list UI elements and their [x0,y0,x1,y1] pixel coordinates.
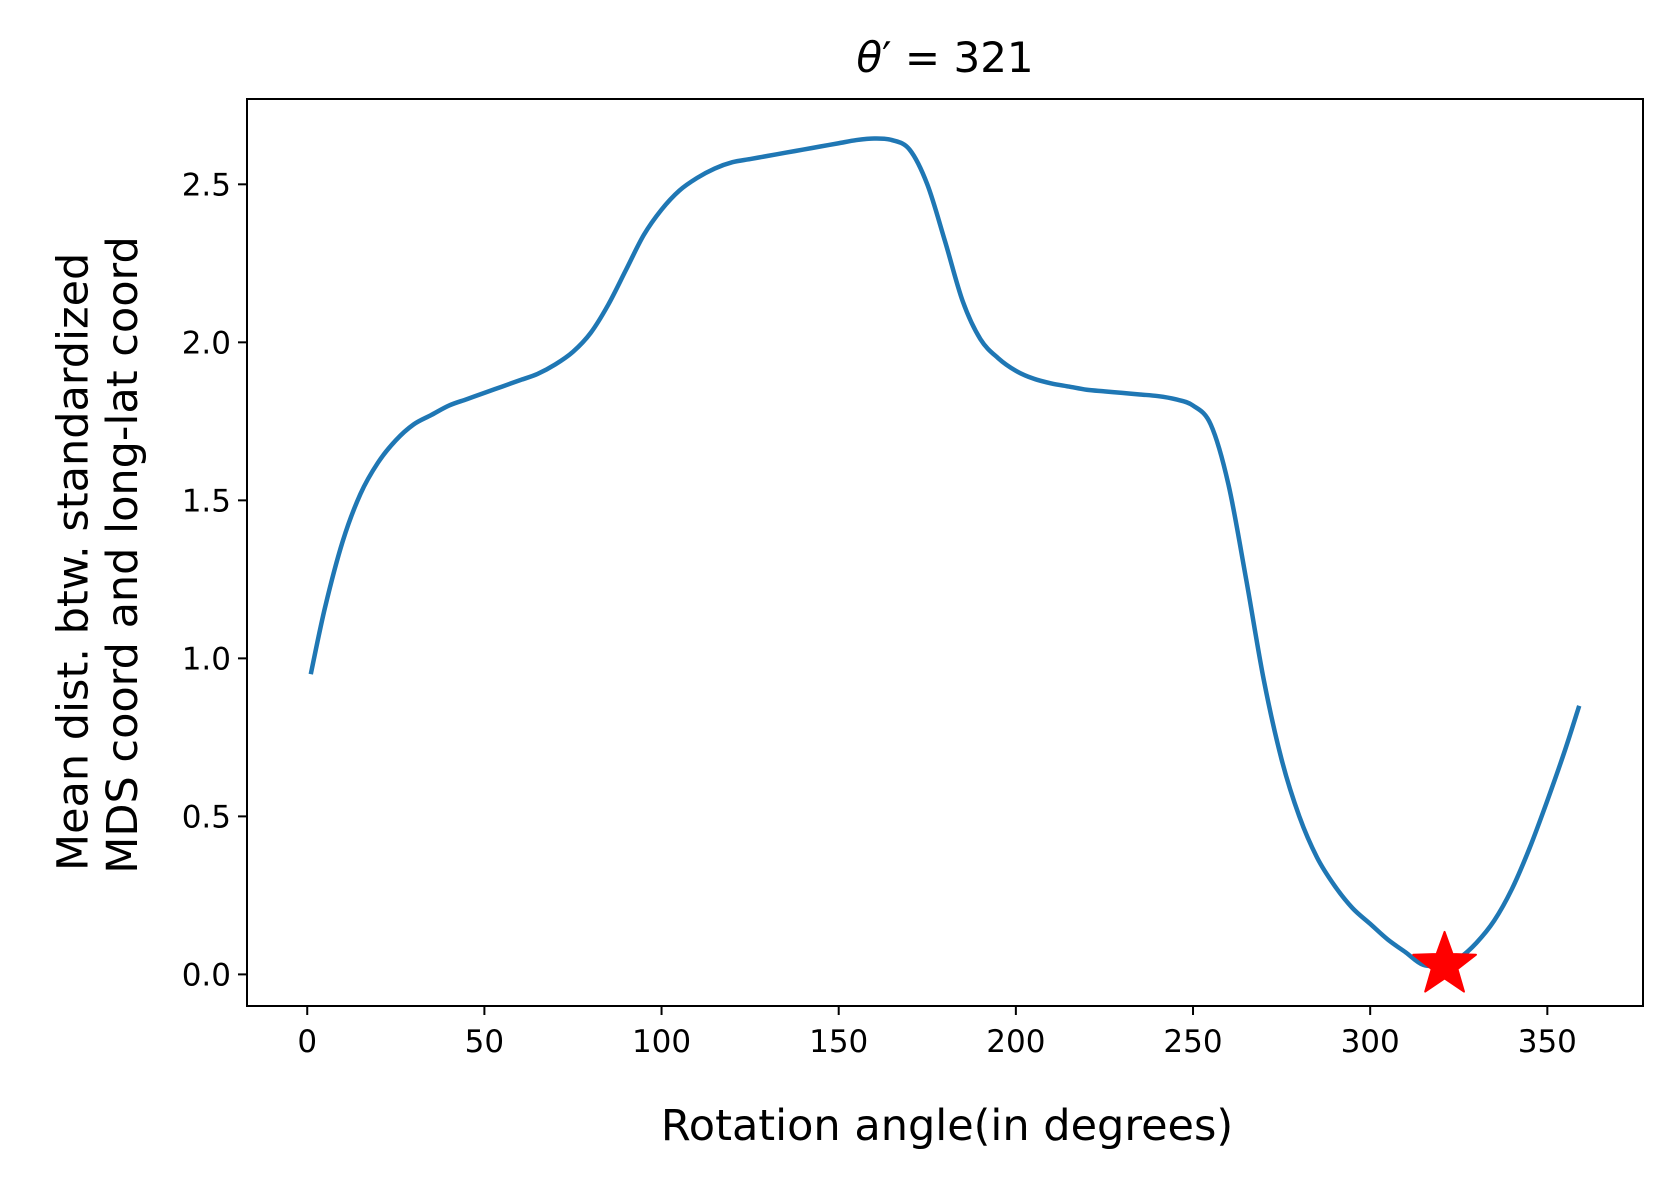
plot-area: 0 50 100 150 200 250 300 350 0.0 0.5 1.0 1.5 2.0 2.5 [182,98,1644,1060]
x-axis-label: Rotation angle(in degrees) [661,1101,1233,1151]
y-axis-label-line-1: Mean dist. btw. standardized [49,253,99,871]
x-tick-label: 50 [465,1024,504,1060]
y-tick-label: 2.0 [182,325,231,361]
y-axis-label: Mean dist. btw. standardized MDS coord a… [49,236,148,874]
y-tick-label: 1.0 [182,641,231,677]
title-equals: = [892,33,954,82]
chart-title: θ′ = 321 [856,33,1033,82]
y-tick-label: 0.5 [182,799,231,835]
y-tick-label: 0.0 [182,957,231,993]
series-line [308,136,1582,969]
minimum-star-marker [1412,930,1477,993]
title-prime: ′ [882,33,892,82]
title-value: 321 [953,33,1033,82]
x-tick-label: 150 [809,1024,868,1060]
y-axis-label-line-2: MDS coord and long-lat coord [98,236,148,874]
x-tick-label: 250 [1163,1024,1222,1060]
x-tick-label: 200 [986,1024,1045,1060]
x-tick-label: 100 [632,1024,691,1060]
x-tick-label: 0 [297,1024,317,1060]
x-tick-label: 350 [1518,1024,1577,1060]
y-tick-label: 2.5 [182,167,231,203]
y-tick-label: 1.5 [182,483,231,519]
x-tick-label: 300 [1341,1024,1400,1060]
title-theta: θ [856,33,882,82]
plot-frame [246,98,1644,1007]
